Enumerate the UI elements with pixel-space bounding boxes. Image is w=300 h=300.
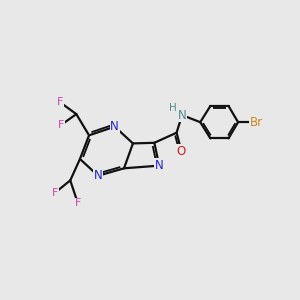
Text: F: F [75,199,81,208]
Text: H: H [169,103,177,113]
Text: N: N [110,120,119,133]
Text: O: O [177,145,186,158]
Text: F: F [57,98,63,107]
Text: N: N [94,169,103,182]
Text: F: F [52,188,58,197]
Text: N: N [178,109,186,122]
Text: F: F [58,120,64,130]
Text: N: N [155,159,164,172]
Text: Br: Br [250,116,263,129]
